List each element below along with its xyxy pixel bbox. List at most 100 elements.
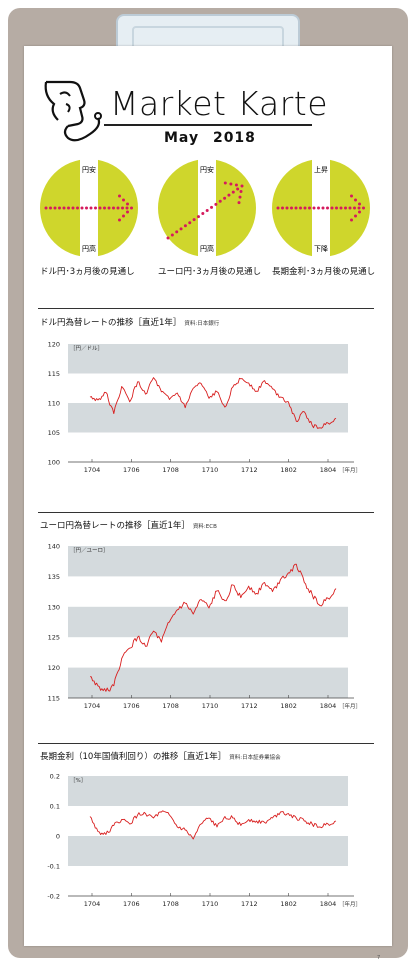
arrow-dot	[196, 215, 200, 219]
arrow-head-dot	[358, 210, 361, 214]
chart-usdjpy-svg: 120 115 110 105 100 ［円／ドル］ 1704 1706 1708 1710 171…	[48, 341, 361, 475]
y-tick-label: 140	[48, 543, 60, 551]
arrow-head-dot	[238, 195, 242, 199]
x-tick-label: 1704	[84, 900, 101, 908]
face-logo-icon	[44, 80, 102, 142]
arrow-dot	[227, 193, 231, 197]
y-tick-label: 115	[48, 695, 60, 703]
arrow-dot	[192, 218, 196, 222]
chart-band	[68, 776, 348, 806]
arrow-dot	[281, 206, 284, 210]
x-tick-label: 1708	[162, 702, 179, 710]
x-tick-label: 1802	[280, 900, 297, 908]
arrow-dot	[218, 199, 222, 203]
arrow-dot	[285, 206, 289, 210]
arrow-head-dot	[350, 218, 353, 222]
x-tick-label: 1710	[202, 900, 219, 908]
arrow-dot	[103, 206, 106, 210]
y-tick-label: 115	[48, 370, 60, 378]
y-unit-label: ［円／ドル］	[70, 345, 103, 352]
arrow-dot	[290, 206, 293, 210]
arrow-dot	[326, 206, 329, 210]
chart-eurjpy-title-text: ユーロ円為替レートの推移［直近1年］	[40, 521, 190, 531]
y-tick-label: 135	[48, 573, 60, 581]
outlook-eurjpy: 円安 円高 ユーロ円･3ヵ月後の見通し	[158, 158, 262, 277]
outlook-usdjpy-caption: ドル円･3ヵ月後の見通し	[40, 267, 135, 277]
arrow-dot	[223, 196, 227, 200]
series-line	[89, 377, 337, 429]
arrow-dot	[201, 212, 205, 216]
arrow-dot	[98, 206, 102, 210]
x-tick-label: 1804	[320, 900, 337, 908]
arrow-dot	[330, 206, 334, 210]
x-unit-label: ［年月］	[339, 702, 361, 710]
outlook-longrate-gauge: 上昇 下降	[272, 158, 370, 258]
issue-date: May 2018	[164, 130, 256, 146]
panel-rule-longrate	[38, 743, 374, 744]
outlook-eurjpy-gauge: 円安 円高	[158, 158, 256, 258]
chart-longrate-svg: 0.2 0.1 0 -0.1 -0.2 ［%］ 1704 1706 1708 1710 1712 18…	[47, 773, 361, 909]
arrow-dot	[335, 206, 338, 210]
arrow-dot	[231, 190, 235, 194]
chart-usdjpy-source: 資料:日本銀行	[184, 321, 220, 327]
x-tick-label: 1712	[241, 702, 258, 710]
x-tick-label: 1708	[162, 466, 179, 474]
arrow-dot	[276, 206, 280, 210]
y-tick-label: 100	[48, 459, 60, 467]
chart-eurjpy-svg: 140 135 130 125 120 115 ［円／ユーロ］ 1704 1706 1708 171…	[48, 543, 361, 711]
arrow-dot	[294, 206, 298, 210]
arrow-dot	[214, 202, 218, 206]
arrow-dot	[166, 236, 170, 240]
arrow-dot	[121, 206, 124, 210]
arrow-head-dot	[354, 198, 357, 202]
arrow-dot	[344, 206, 347, 210]
x-tick-label: 1704	[84, 466, 101, 474]
y-tick-label: 125	[48, 634, 60, 642]
arrow-dot	[348, 206, 352, 210]
chart-longrate-source: 資料:日本証券業協会	[229, 755, 281, 761]
outlook-usdjpy-top-label: 円安	[82, 165, 96, 174]
chart-longrate: 0.2 0.1 0 -0.1 -0.2 ［%］ 1704 1706 1708 1710 1712 18…	[38, 766, 378, 918]
arrow-dot	[303, 206, 307, 210]
series-line	[89, 810, 337, 840]
arrow-head-dot	[234, 183, 238, 187]
arrow-dot	[299, 206, 302, 210]
chart-usdjpy-title-text: ドル円為替レートの推移［直近1年］	[40, 318, 182, 328]
chart-band	[68, 546, 348, 577]
arrow-head-dot	[118, 218, 121, 222]
arrow-head-dot	[118, 194, 121, 198]
y-tick-label: 0.1	[50, 803, 60, 811]
chart-usdjpy: 120 115 110 105 100 ［円／ドル］ 1704 1706 1708 1710 171…	[38, 334, 378, 484]
arrow-dot	[362, 206, 365, 210]
y-tick-label: 0	[56, 833, 60, 841]
chart-band	[68, 344, 348, 374]
arrow-dot	[321, 206, 325, 210]
outlook-eurjpy-arrow	[166, 181, 244, 240]
arrow-head-dot	[122, 198, 125, 202]
arrow-dot	[125, 206, 129, 210]
outlook-eurjpy-caption: ユーロ円･3ヵ月後の見通し	[158, 267, 262, 277]
arrow-head-dot	[350, 194, 353, 198]
arrow-dot	[53, 206, 57, 210]
panel-rule-eurjpy	[38, 512, 374, 513]
outlook-usdjpy-gauge: 円安 円高	[40, 158, 138, 258]
arrow-dot	[357, 206, 361, 210]
outlook-usdjpy-bottom-label: 円高	[82, 244, 96, 253]
arrow-dot	[85, 206, 88, 210]
arrow-dot	[116, 206, 120, 210]
arrow-dot	[76, 206, 79, 210]
arrow-dot	[175, 230, 179, 234]
chart-band	[68, 606, 348, 638]
arrow-dot	[317, 206, 320, 210]
chart-eurjpy-title: ユーロ円為替レートの推移［直近1年］ 資料:ECB	[40, 519, 217, 531]
chart-band	[68, 403, 348, 433]
arrow-head-dot	[126, 202, 129, 206]
arrow-dot	[179, 227, 183, 231]
arrow-head-dot	[223, 181, 227, 185]
outlook-longrate-arrow	[276, 194, 365, 222]
chart-eurjpy-source: 資料:ECB	[192, 524, 217, 530]
y-tick-label: 130	[48, 603, 60, 611]
outlook-usdjpy: 円安 円高 ドル円･3ヵ月後の見通し	[40, 158, 138, 277]
arrow-dot	[236, 187, 240, 191]
x-tick-label: 1802	[280, 466, 297, 474]
